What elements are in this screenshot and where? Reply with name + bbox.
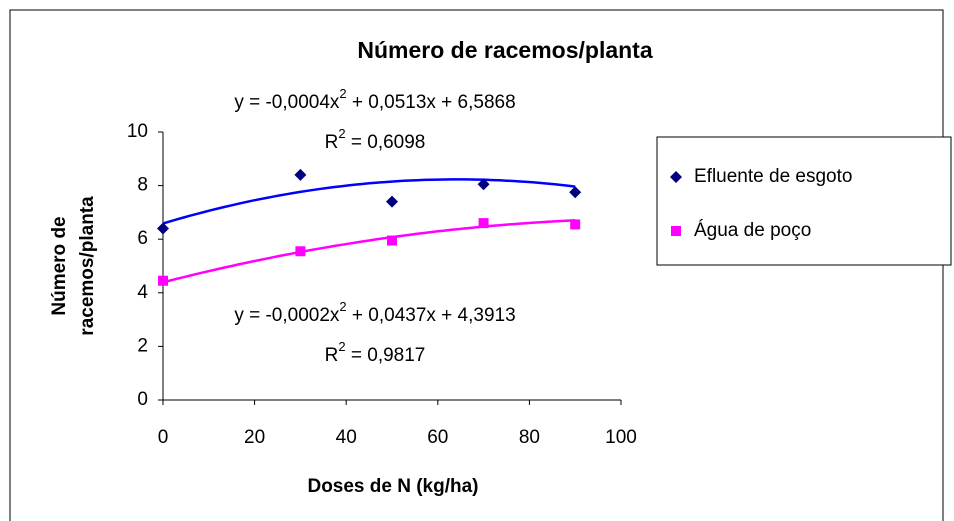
x-tick-label: 60 xyxy=(427,427,448,448)
diamond-marker xyxy=(477,178,490,191)
x-tick-label: 100 xyxy=(605,427,637,448)
trendline-equation: y = -0,0002x2 + 0,0437x + 4,3913 xyxy=(234,299,515,326)
diamond-marker xyxy=(670,171,682,183)
square-marker xyxy=(478,218,489,229)
legend-label: Água de poço xyxy=(694,220,811,241)
trendline-r-squared-part: = 0,9817 xyxy=(346,345,426,366)
y-tick-label: 2 xyxy=(137,335,148,356)
diamond-marker xyxy=(386,195,398,208)
legend-box xyxy=(656,136,952,266)
trendline xyxy=(162,219,576,284)
diamond-marker xyxy=(569,186,582,199)
trendline-equation-part: y = -0,0004x xyxy=(234,92,340,113)
trendline-equation: y = -0,0004x2 + 0,0513x + 6,5868 xyxy=(234,86,515,113)
y-tick-label: 0 xyxy=(137,389,148,410)
trendline-r-squared-part: R xyxy=(325,345,339,366)
y-tick-label: 8 xyxy=(137,175,148,196)
y-tick-label: 4 xyxy=(137,282,148,303)
chart-title: Número de racemos/planta xyxy=(357,37,652,63)
trendline-equation-part: + 0,0513x + 6,5868 xyxy=(347,92,516,113)
diamond-marker xyxy=(294,168,307,181)
trendline-r-squared-part: = 0,6098 xyxy=(346,132,426,153)
x-axis-title: Doses de N (kg/ha) xyxy=(307,476,478,497)
trendline-r-squared-sup: 2 xyxy=(338,126,345,141)
legend-label: Efluente de esgoto xyxy=(694,166,852,187)
y-axis-title: racemos/planta xyxy=(77,196,98,336)
trendline-r-squared-sup: 2 xyxy=(338,339,345,354)
square-marker xyxy=(387,235,397,246)
trendline xyxy=(162,178,576,225)
x-tick-label: 80 xyxy=(519,427,540,448)
square-marker xyxy=(295,246,306,257)
trendline-equation-part: y = -0,0002x xyxy=(234,305,340,326)
square-marker xyxy=(158,275,168,286)
trendline-equation-sup: 2 xyxy=(339,86,346,101)
x-tick-label: 40 xyxy=(336,427,357,448)
square-marker xyxy=(570,219,581,230)
x-tick-label: 20 xyxy=(244,427,265,448)
trendline-equation-sup: 2 xyxy=(339,299,346,314)
square-marker xyxy=(671,226,681,236)
trendline-equation-part: + 0,0437x + 4,3913 xyxy=(347,305,516,326)
trendline-r-squared: R2 = 0,6098 xyxy=(325,126,426,153)
x-tick-label: 0 xyxy=(158,427,169,448)
y-tick-label: 10 xyxy=(127,121,148,142)
trendline-r-squared: R2 = 0,9817 xyxy=(325,339,426,366)
y-axis-title: Número de xyxy=(49,216,70,315)
trendline-r-squared-part: R xyxy=(325,132,339,153)
diamond-marker xyxy=(157,222,169,235)
y-tick-label: 6 xyxy=(137,228,148,249)
